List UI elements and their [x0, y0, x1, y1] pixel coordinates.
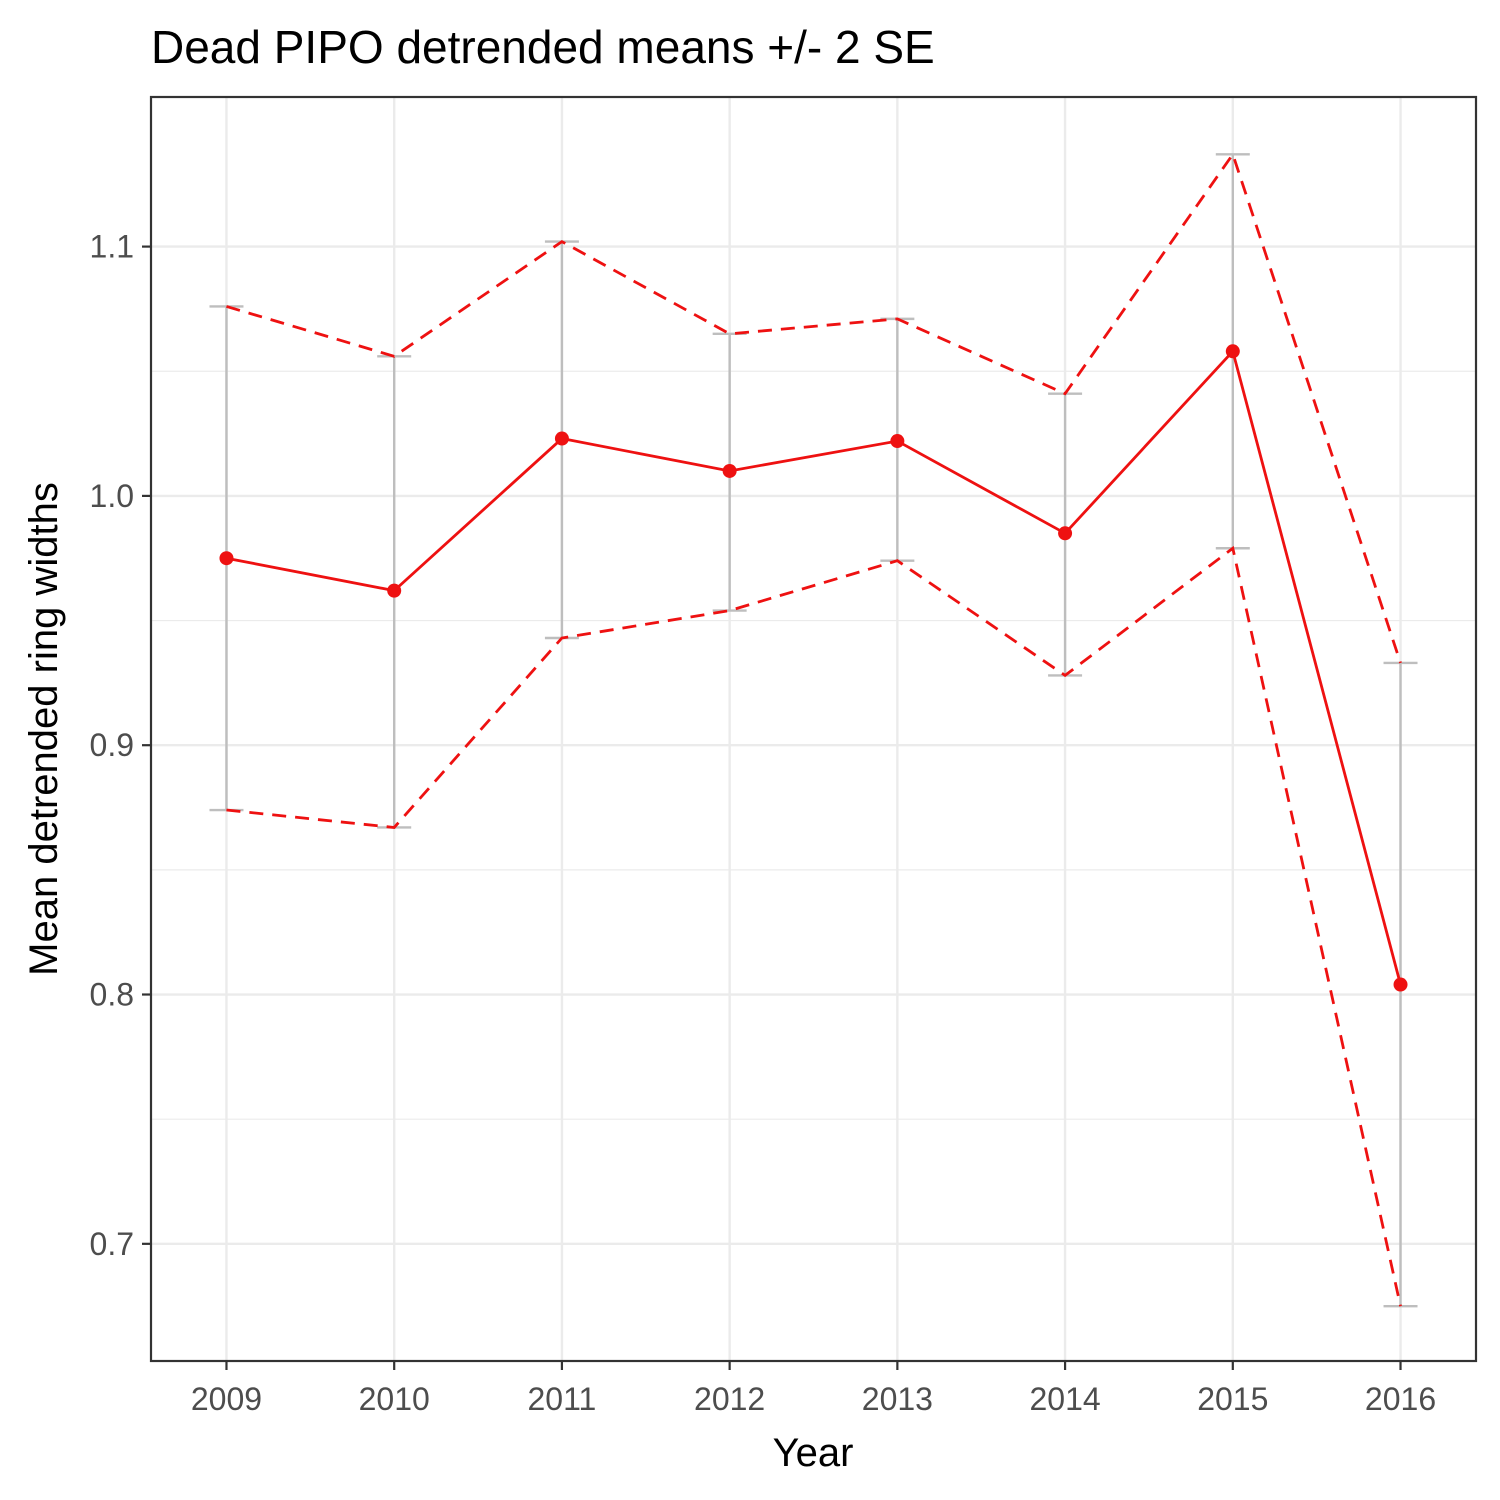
mean-point-2010 — [387, 583, 402, 598]
mean-point-2009 — [219, 551, 234, 566]
x-tick-label: 2016 — [1365, 1381, 1436, 1417]
y-tick-label: 0.8 — [90, 977, 134, 1013]
grid-layer — [151, 97, 1476, 1361]
panel-border — [149, 95, 1478, 1363]
mean-point-2015 — [1225, 344, 1240, 359]
y-axis-title: Mean detrended ring widths — [22, 482, 66, 976]
y-tick-label: 1.1 — [90, 229, 134, 265]
y-tick-label: 0.9 — [90, 727, 134, 763]
mean-point-2012 — [722, 463, 737, 478]
x-tick-label: 2014 — [1029, 1381, 1100, 1417]
chart-title: Dead PIPO detrended means +/- 2 SE — [151, 21, 935, 73]
mean-layer — [219, 344, 1408, 992]
x-tick-label: 2012 — [694, 1381, 765, 1417]
y-tick-label: 1.0 — [90, 478, 134, 514]
lower-bound-line — [226, 545, 1402, 1307]
x-tick-label: 2013 — [862, 1381, 933, 1417]
mean-point-2016 — [1393, 977, 1408, 992]
y-tick-label: 0.7 — [90, 1226, 134, 1262]
mean-point-2014 — [1058, 526, 1073, 541]
x-axis-title: Year — [773, 1431, 854, 1475]
mean-point-2013 — [890, 434, 905, 449]
mean-point-2011 — [554, 431, 569, 446]
upper-bound-line — [226, 151, 1402, 664]
x-tick-label: 2011 — [528, 1381, 597, 1417]
bounds-layer — [226, 151, 1402, 1307]
mean-line — [226, 348, 1402, 985]
x-tick-label: 2010 — [359, 1381, 430, 1417]
x-tick-label: 2009 — [191, 1381, 262, 1417]
axis-layer: 0.7 0.8 0.9 1.0 1.1 2009 2010 2011 2012 2013 2014 2… — [90, 229, 1437, 1417]
x-tick-label: 2015 — [1197, 1381, 1268, 1417]
